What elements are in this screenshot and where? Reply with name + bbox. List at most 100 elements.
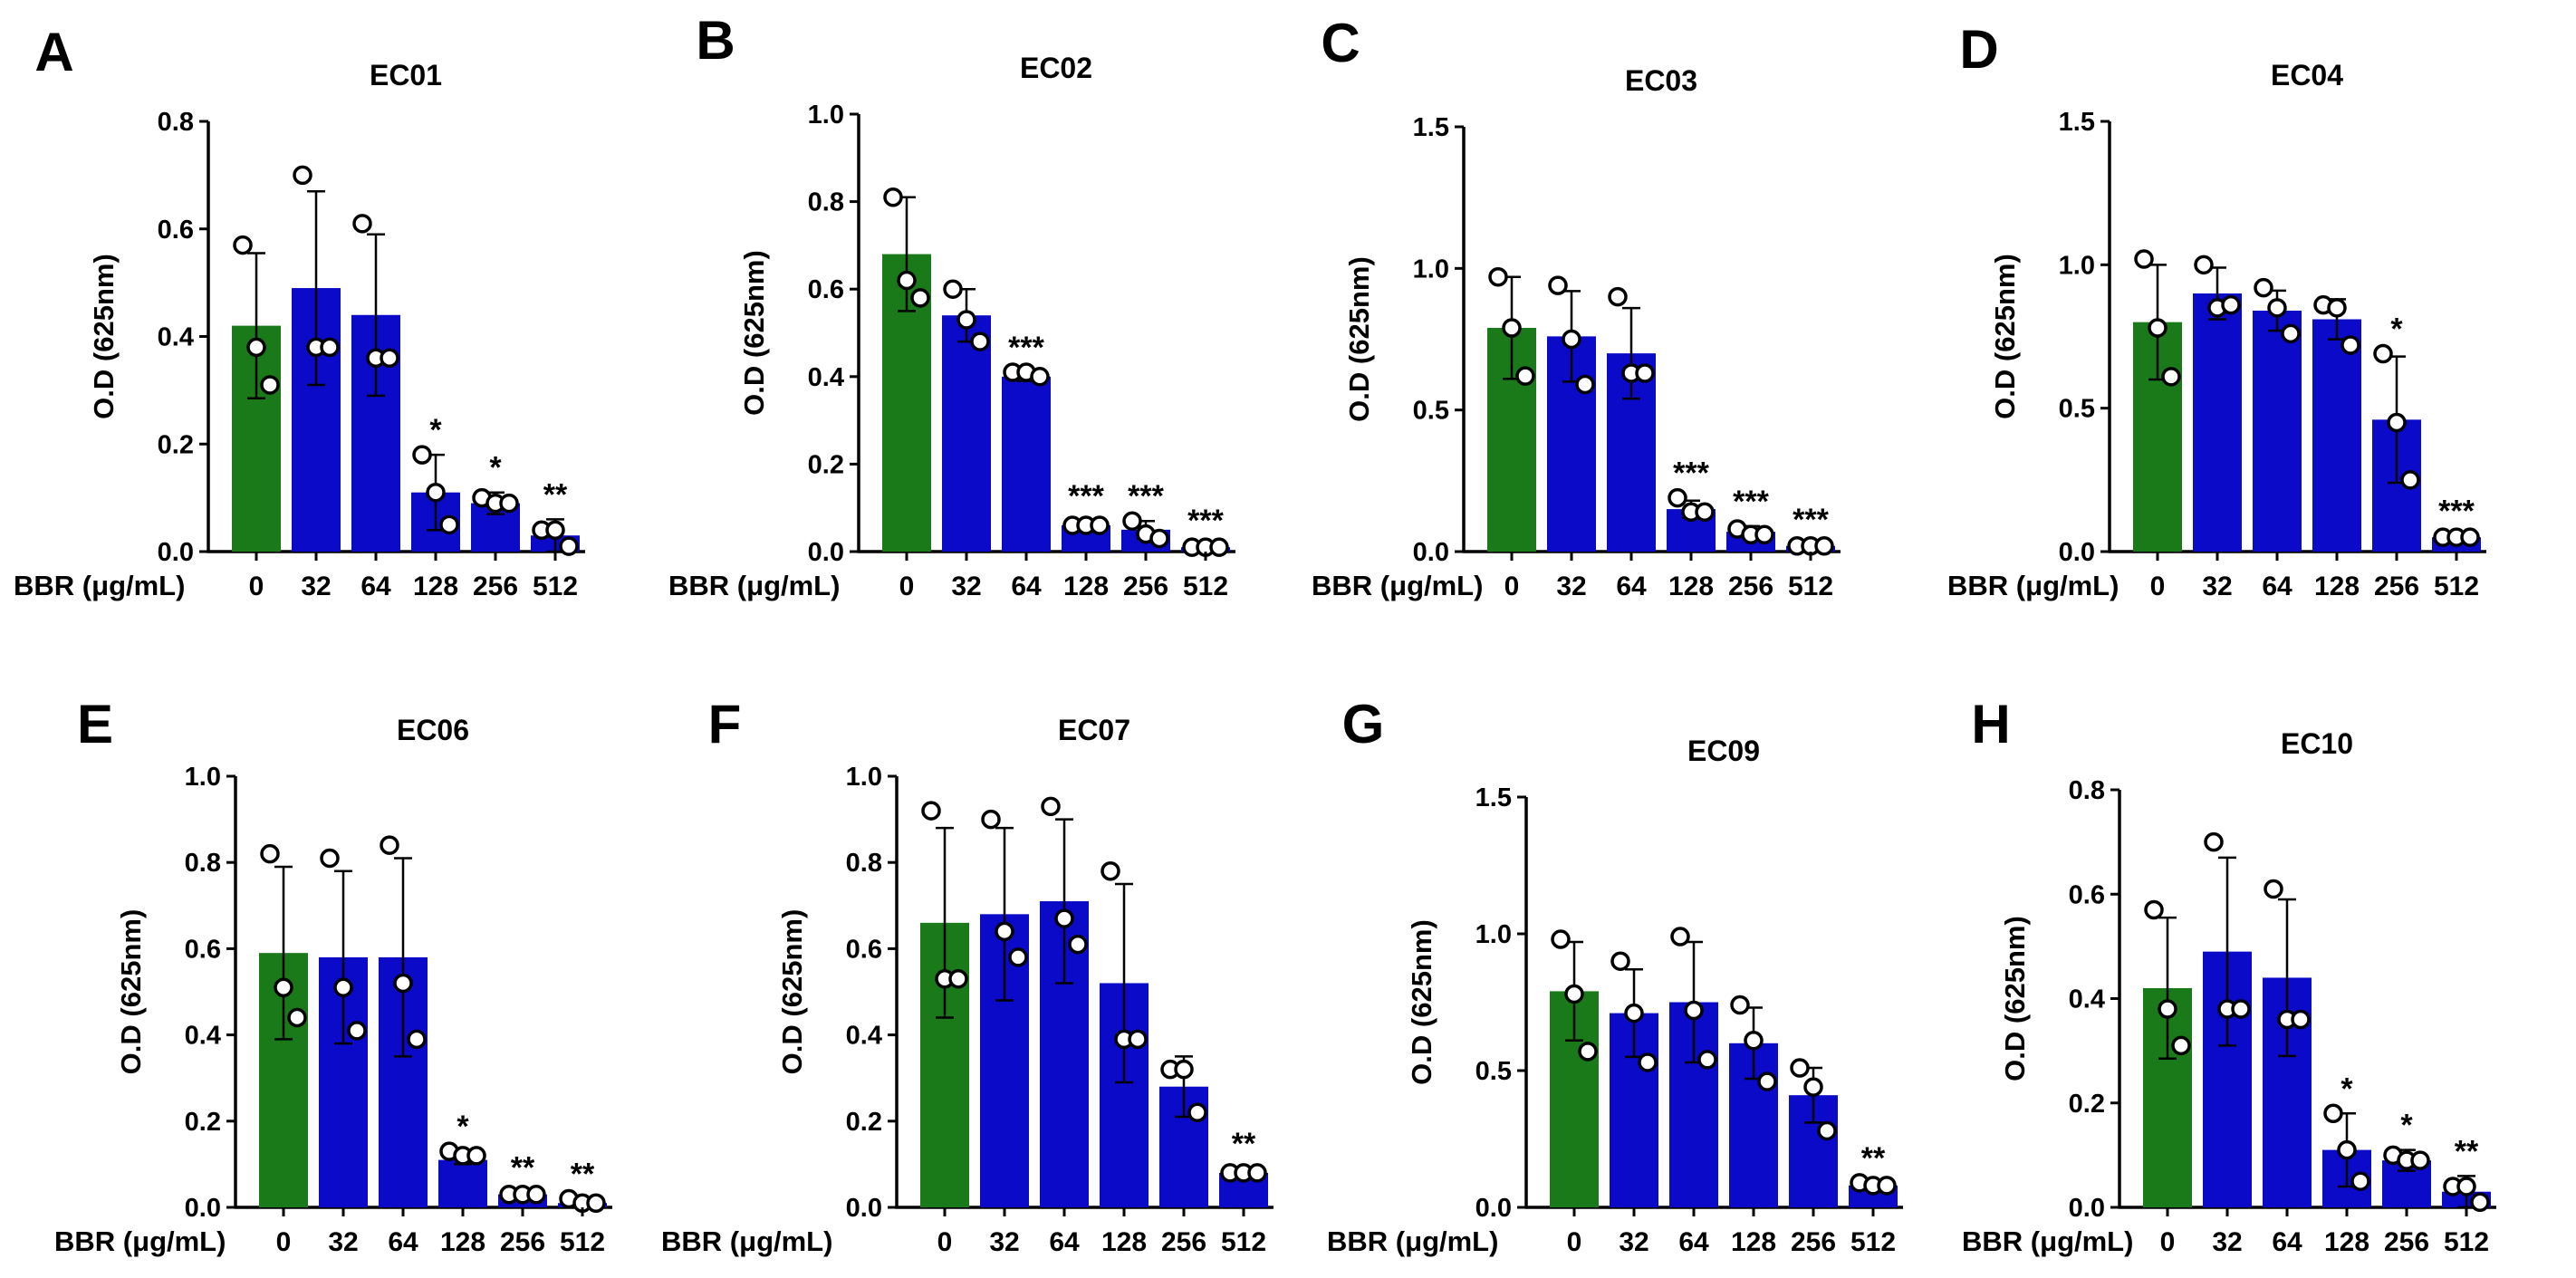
- y-tick-label: 0.4: [808, 363, 844, 392]
- significance-marker: **: [543, 477, 568, 512]
- panel-h: H EC10 O.D (625nm) 0.0 0.2 0.4 0.6 0.8 BBR (μg/m…: [1962, 694, 2496, 1257]
- data-point: [1564, 984, 1584, 1004]
- data-point: [2323, 1103, 2343, 1124]
- significance-marker: ***: [2438, 495, 2475, 529]
- x-tick-label: 256: [473, 572, 518, 601]
- data-point: [1754, 524, 1774, 544]
- y-tick-label: 0.6: [158, 216, 194, 245]
- x-tick-label: 64: [1678, 1227, 1709, 1257]
- data-point: [2264, 879, 2283, 899]
- y-tick-label: 0.0: [185, 1194, 221, 1223]
- data-point: [559, 536, 579, 556]
- chart-title: EC04: [2271, 59, 2343, 91]
- x-tick-label: 512: [1183, 572, 1228, 601]
- data-point: [1757, 1071, 1777, 1091]
- chart-title: EC01: [370, 59, 442, 91]
- y-tick-label: 1.0: [1413, 255, 1449, 283]
- panel-e: E EC06 O.D (625nm) 0.0 0.2 0.4 0.6 0.8 1.0 BBR (μ…: [54, 694, 612, 1257]
- data-point: [466, 1146, 486, 1166]
- data-point: [1608, 286, 1628, 307]
- significance-marker: ***: [1673, 456, 1709, 491]
- x-tick-label: 512: [533, 572, 578, 601]
- y-tick-label: 0.0: [808, 538, 844, 567]
- data-point: [943, 279, 963, 299]
- panel-d: D EC04 O.D (625nm) 0.0 0.5 1.0 1.5 BBR (μg/mL) 0…: [1947, 19, 2486, 601]
- y-tick-label: 1.0: [1475, 920, 1512, 949]
- y-tick-label: 0.8: [185, 849, 221, 878]
- data-point: [2400, 470, 2420, 490]
- x-tick-label: 0: [2150, 572, 2166, 601]
- data-point: [260, 375, 280, 395]
- data-point: [1054, 908, 1074, 928]
- x-tick-label: 32: [989, 1227, 1019, 1257]
- panel-b: B EC02 O.D (625nm) 0.0 0.2 0.4 0.6 0.8 1.0 BBR (μ…: [668, 10, 1235, 601]
- x-axis-label: BBR (μg/mL): [1947, 570, 2119, 601]
- data-point: [2171, 1035, 2191, 1056]
- data-point: [380, 835, 399, 855]
- data-point: [1030, 367, 1050, 387]
- significance-marker: ***: [1068, 479, 1104, 514]
- data-point: [412, 445, 432, 465]
- data-point: [1209, 537, 1229, 557]
- bar-ec04-128: [2312, 319, 2361, 552]
- data-point: [1551, 929, 1571, 949]
- data-point: [883, 187, 903, 207]
- data-point: [2281, 323, 2301, 344]
- data-point: [2327, 298, 2347, 318]
- significance-marker: **: [1861, 1141, 1886, 1176]
- x-axis-label: BBR (μg/mL): [1327, 1225, 1498, 1257]
- y-tick-label: 0.6: [185, 935, 221, 964]
- data-point: [1488, 266, 1508, 287]
- data-point: [2231, 999, 2251, 1019]
- x-tick-label: 32: [951, 572, 981, 601]
- data-point: [347, 1021, 367, 1041]
- significance-marker: **: [511, 1150, 535, 1185]
- data-point: [526, 1184, 546, 1205]
- data-point: [545, 520, 565, 540]
- y-tick-label: 0.0: [2059, 538, 2095, 567]
- x-tick-label: 32: [1619, 1227, 1648, 1257]
- x-tick-label: 128: [2324, 1227, 2369, 1257]
- data-point: [1790, 1058, 1810, 1078]
- x-tick-label: 0: [2160, 1227, 2176, 1257]
- y-axis-label: O.D (625nm): [1343, 256, 1375, 422]
- y-tick-label: 0.6: [808, 275, 844, 304]
- data-point: [1174, 1059, 1194, 1080]
- panel-c: C EC03 O.D (625nm) 0.0 0.5 1.0 1.5 BBR (μg/mL) 0…: [1312, 13, 1841, 601]
- x-axis-label: BBR (μg/mL): [668, 570, 840, 601]
- data-point: [2148, 318, 2167, 338]
- x-tick-label: 32: [328, 1227, 358, 1257]
- panel-letter: G: [1342, 694, 1385, 754]
- x-tick-label: 512: [560, 1227, 605, 1257]
- chart-title: EC09: [1687, 735, 1760, 767]
- chart-title: EC06: [397, 714, 469, 746]
- data-point: [2337, 1139, 2357, 1160]
- significance-marker: *: [457, 1110, 469, 1144]
- significance-marker: *: [489, 451, 502, 485]
- data-point: [1814, 535, 1834, 556]
- x-tick-label: 512: [2444, 1227, 2489, 1257]
- data-point: [333, 977, 353, 997]
- data-point: [897, 270, 917, 291]
- panel-letter: E: [77, 694, 113, 754]
- data-point: [274, 977, 293, 997]
- x-axis-label: BBR (μg/mL): [54, 1225, 226, 1257]
- data-point: [2254, 277, 2273, 298]
- panel-letter: D: [1959, 19, 1998, 80]
- y-tick-label: 0.0: [158, 538, 194, 567]
- x-tick-label: 0: [1567, 1227, 1582, 1257]
- data-point: [981, 809, 1001, 830]
- data-point: [1122, 511, 1142, 531]
- x-tick-label: 128: [440, 1227, 485, 1257]
- panel-letter: F: [708, 694, 742, 754]
- x-tick-label: 0: [937, 1227, 953, 1257]
- x-tick-label: 512: [1221, 1227, 1266, 1257]
- x-tick-label: 128: [1063, 572, 1109, 601]
- data-point: [1090, 515, 1110, 535]
- y-tick-label: 0.0: [2069, 1194, 2105, 1223]
- data-point: [1068, 934, 1088, 955]
- x-axis-label: BBR (μg/mL): [661, 1225, 832, 1257]
- data-point: [2204, 831, 2224, 852]
- data-point: [1638, 1052, 1658, 1072]
- significance-marker: ***: [1733, 485, 1769, 519]
